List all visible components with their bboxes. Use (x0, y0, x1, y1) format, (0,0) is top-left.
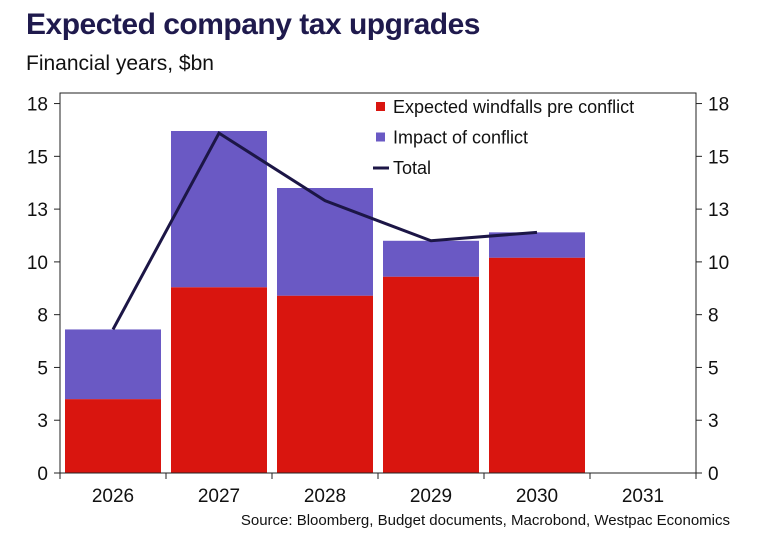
y-tick-label-left: 3 (37, 411, 48, 432)
x-tick-label: 2029 (410, 486, 452, 507)
y-tick-label-right: 15 (708, 147, 729, 168)
y-tick-label-left: 18 (27, 95, 48, 116)
source-note: Source: Bloomberg, Budget documents, Mac… (240, 512, 730, 529)
legend-swatch (376, 102, 385, 111)
line-layer (111, 130, 538, 331)
x-tick-label: 2028 (304, 486, 346, 507)
y-tick-label-right: 8 (708, 306, 719, 327)
chart-subtitle: Financial years, $bn (26, 52, 214, 75)
bar-layer (65, 131, 585, 473)
bar-windfall (171, 287, 267, 473)
y-tick-label-right: 13 (708, 200, 729, 221)
legend-label: Total (393, 158, 431, 178)
y-tick-label-left: 8 (37, 306, 48, 327)
chart-title: Expected company tax upgrades (26, 8, 481, 41)
y-tick-label-right: 5 (708, 358, 719, 379)
y-tick-label-right: 18 (708, 95, 729, 116)
x-tick-label: 2031 (622, 486, 664, 507)
legend-label: Expected windfalls pre conflict (393, 97, 634, 117)
x-tick-label: 2026 (92, 486, 134, 507)
y-tick-label-right: 10 (708, 253, 729, 274)
x-tick-label: 2027 (198, 486, 240, 507)
total-line (111, 130, 538, 331)
y-tick-label-right: 3 (708, 411, 719, 432)
bar-windfall (65, 399, 161, 473)
bar-windfall (489, 257, 585, 473)
y-tick-label-left: 13 (27, 200, 48, 221)
legend-label: Impact of conflict (393, 128, 528, 148)
y-tick-label-left: 0 (37, 464, 48, 485)
bar-conflict (383, 240, 479, 277)
y-tick-label-left: 10 (27, 253, 48, 274)
bar-conflict (277, 188, 373, 296)
y-tick-label-left: 15 (27, 147, 48, 168)
legend-swatch (376, 132, 385, 142)
legend: Expected windfalls pre conflict Impact of… (373, 97, 634, 178)
bar-windfall (383, 276, 479, 473)
axes-layer: 0 0 3 3 5 5 8 8 10 10 13 13 15 15 18 18 2026 2027 2028 2029… (27, 92, 729, 507)
bar-conflict (65, 329, 161, 400)
x-tick-label: 2030 (516, 486, 558, 507)
y-tick-label-right: 0 (708, 464, 719, 485)
y-tick-label-left: 5 (37, 358, 48, 379)
bar-conflict (489, 232, 585, 258)
bar-conflict (171, 131, 267, 288)
bar-windfall (277, 295, 373, 473)
